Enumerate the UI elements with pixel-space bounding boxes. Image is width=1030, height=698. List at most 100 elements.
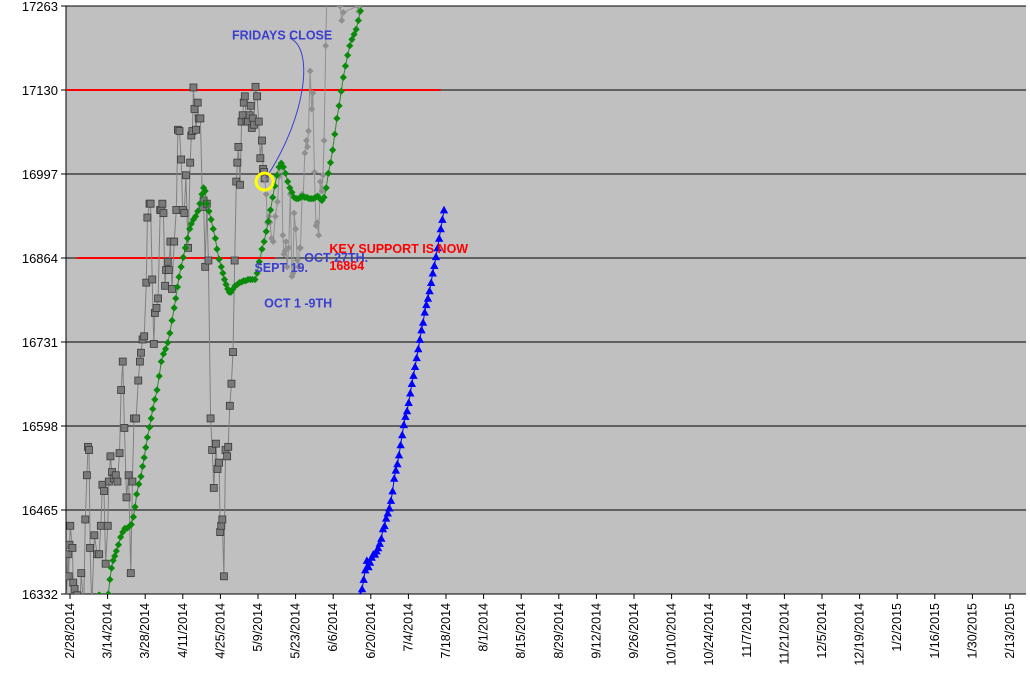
data-point: [215, 458, 224, 467]
data-point: [313, 219, 321, 227]
data-point: [283, 263, 291, 271]
data-point: [100, 487, 108, 495]
data-point: [381, 514, 391, 522]
data-point: [137, 472, 145, 481]
data-point: [118, 357, 127, 366]
data-point: [377, 534, 386, 542]
x-tick-label: 7/4/2014: [401, 603, 415, 652]
data-point: [186, 158, 195, 167]
data-point: [114, 541, 123, 549]
data-point: [229, 348, 237, 357]
y-tick-label: 16465: [22, 503, 58, 518]
data-point: [306, 67, 314, 75]
data-point: [380, 521, 389, 530]
data-point: [223, 452, 232, 461]
data-point: [212, 439, 220, 448]
data-point: [256, 154, 265, 163]
data-point: [285, 244, 293, 252]
data-point: [201, 187, 209, 195]
data-point: [193, 98, 202, 107]
data-point: [120, 423, 129, 432]
data-point: [151, 395, 159, 404]
data-point: [234, 142, 243, 151]
data-point: [301, 149, 309, 157]
data-point: [104, 590, 112, 594]
data-point: [204, 256, 213, 265]
data-point: [269, 238, 277, 245]
data-point: [326, 159, 335, 167]
x-tick-label: 9/12/2014: [589, 603, 603, 659]
data-point: [356, 7, 365, 15]
data-point: [390, 474, 399, 482]
data-point: [172, 206, 181, 214]
data-point: [294, 263, 302, 271]
data-point: [149, 405, 157, 413]
data-point: [227, 379, 236, 388]
data-point: [161, 281, 169, 290]
data-point: [73, 591, 82, 594]
data-point: [407, 379, 417, 388]
data-point: [155, 372, 163, 380]
data-point: [107, 564, 116, 572]
data-point: [253, 92, 262, 101]
data-point: [177, 155, 186, 164]
data-point: [157, 357, 165, 366]
data-point: [281, 169, 290, 177]
x-tick-label: 2/13/2015: [1003, 603, 1017, 659]
data-point: [224, 442, 233, 451]
data-point: [354, 16, 362, 25]
data-point: [164, 266, 173, 274]
data-point: [96, 521, 105, 530]
data-point: [86, 543, 94, 552]
data-point: [173, 283, 181, 291]
data-point: [315, 231, 323, 239]
data-point: [348, 35, 356, 44]
data-point: [117, 386, 126, 394]
data-point: [312, 222, 320, 230]
data-point: [142, 443, 150, 452]
data-point: [168, 316, 176, 325]
data-point: [404, 398, 413, 406]
data-point: [217, 263, 225, 271]
data-point: [148, 275, 157, 284]
y-tick-label: 17263: [22, 0, 58, 14]
data-point: [329, 146, 337, 154]
x-tick-label: 10/24/2014: [702, 603, 716, 666]
x-tick-label: 3/14/2014: [101, 603, 115, 659]
data-point: [423, 294, 433, 302]
data-point: [320, 193, 328, 201]
data-point: [305, 127, 312, 135]
data-point: [339, 8, 347, 16]
data-point: [289, 269, 297, 277]
annotation-label: OCT 27TH.: [304, 251, 368, 265]
x-tick-label: 12/19/2014: [853, 603, 867, 666]
data-point: [88, 604, 95, 611]
data-point: [302, 137, 310, 144]
data-point: [152, 303, 161, 312]
data-point: [402, 406, 412, 415]
data-point: [146, 199, 155, 208]
data-point: [271, 182, 279, 190]
data-point: [177, 263, 185, 271]
data-point: [394, 450, 404, 459]
x-tick-label: 5/9/2014: [251, 603, 265, 652]
data-point: [359, 575, 368, 583]
x-tick-label: 12/5/2014: [815, 603, 829, 659]
x-tick-label: 1/16/2015: [928, 603, 942, 659]
data-point: [175, 273, 183, 281]
data-point: [393, 459, 402, 468]
data-point: [246, 101, 255, 110]
data-point: [344, 51, 352, 59]
plot-area: [66, 6, 1026, 594]
x-axis: 2/28/2014 3/14/2014 3/28/2014 4/11/2014 4/25…: [63, 593, 1026, 666]
annotation-label: OCT 1 -9TH: [264, 296, 332, 310]
data-point: [375, 539, 384, 547]
data-point: [309, 89, 317, 97]
data-point: [277, 159, 285, 167]
data-point: [95, 550, 104, 559]
x-tick-label: 6/20/2014: [364, 603, 378, 659]
data-point: [260, 237, 268, 246]
data-point: [207, 215, 215, 224]
data-point: [149, 339, 158, 348]
data-point: [66, 572, 73, 581]
